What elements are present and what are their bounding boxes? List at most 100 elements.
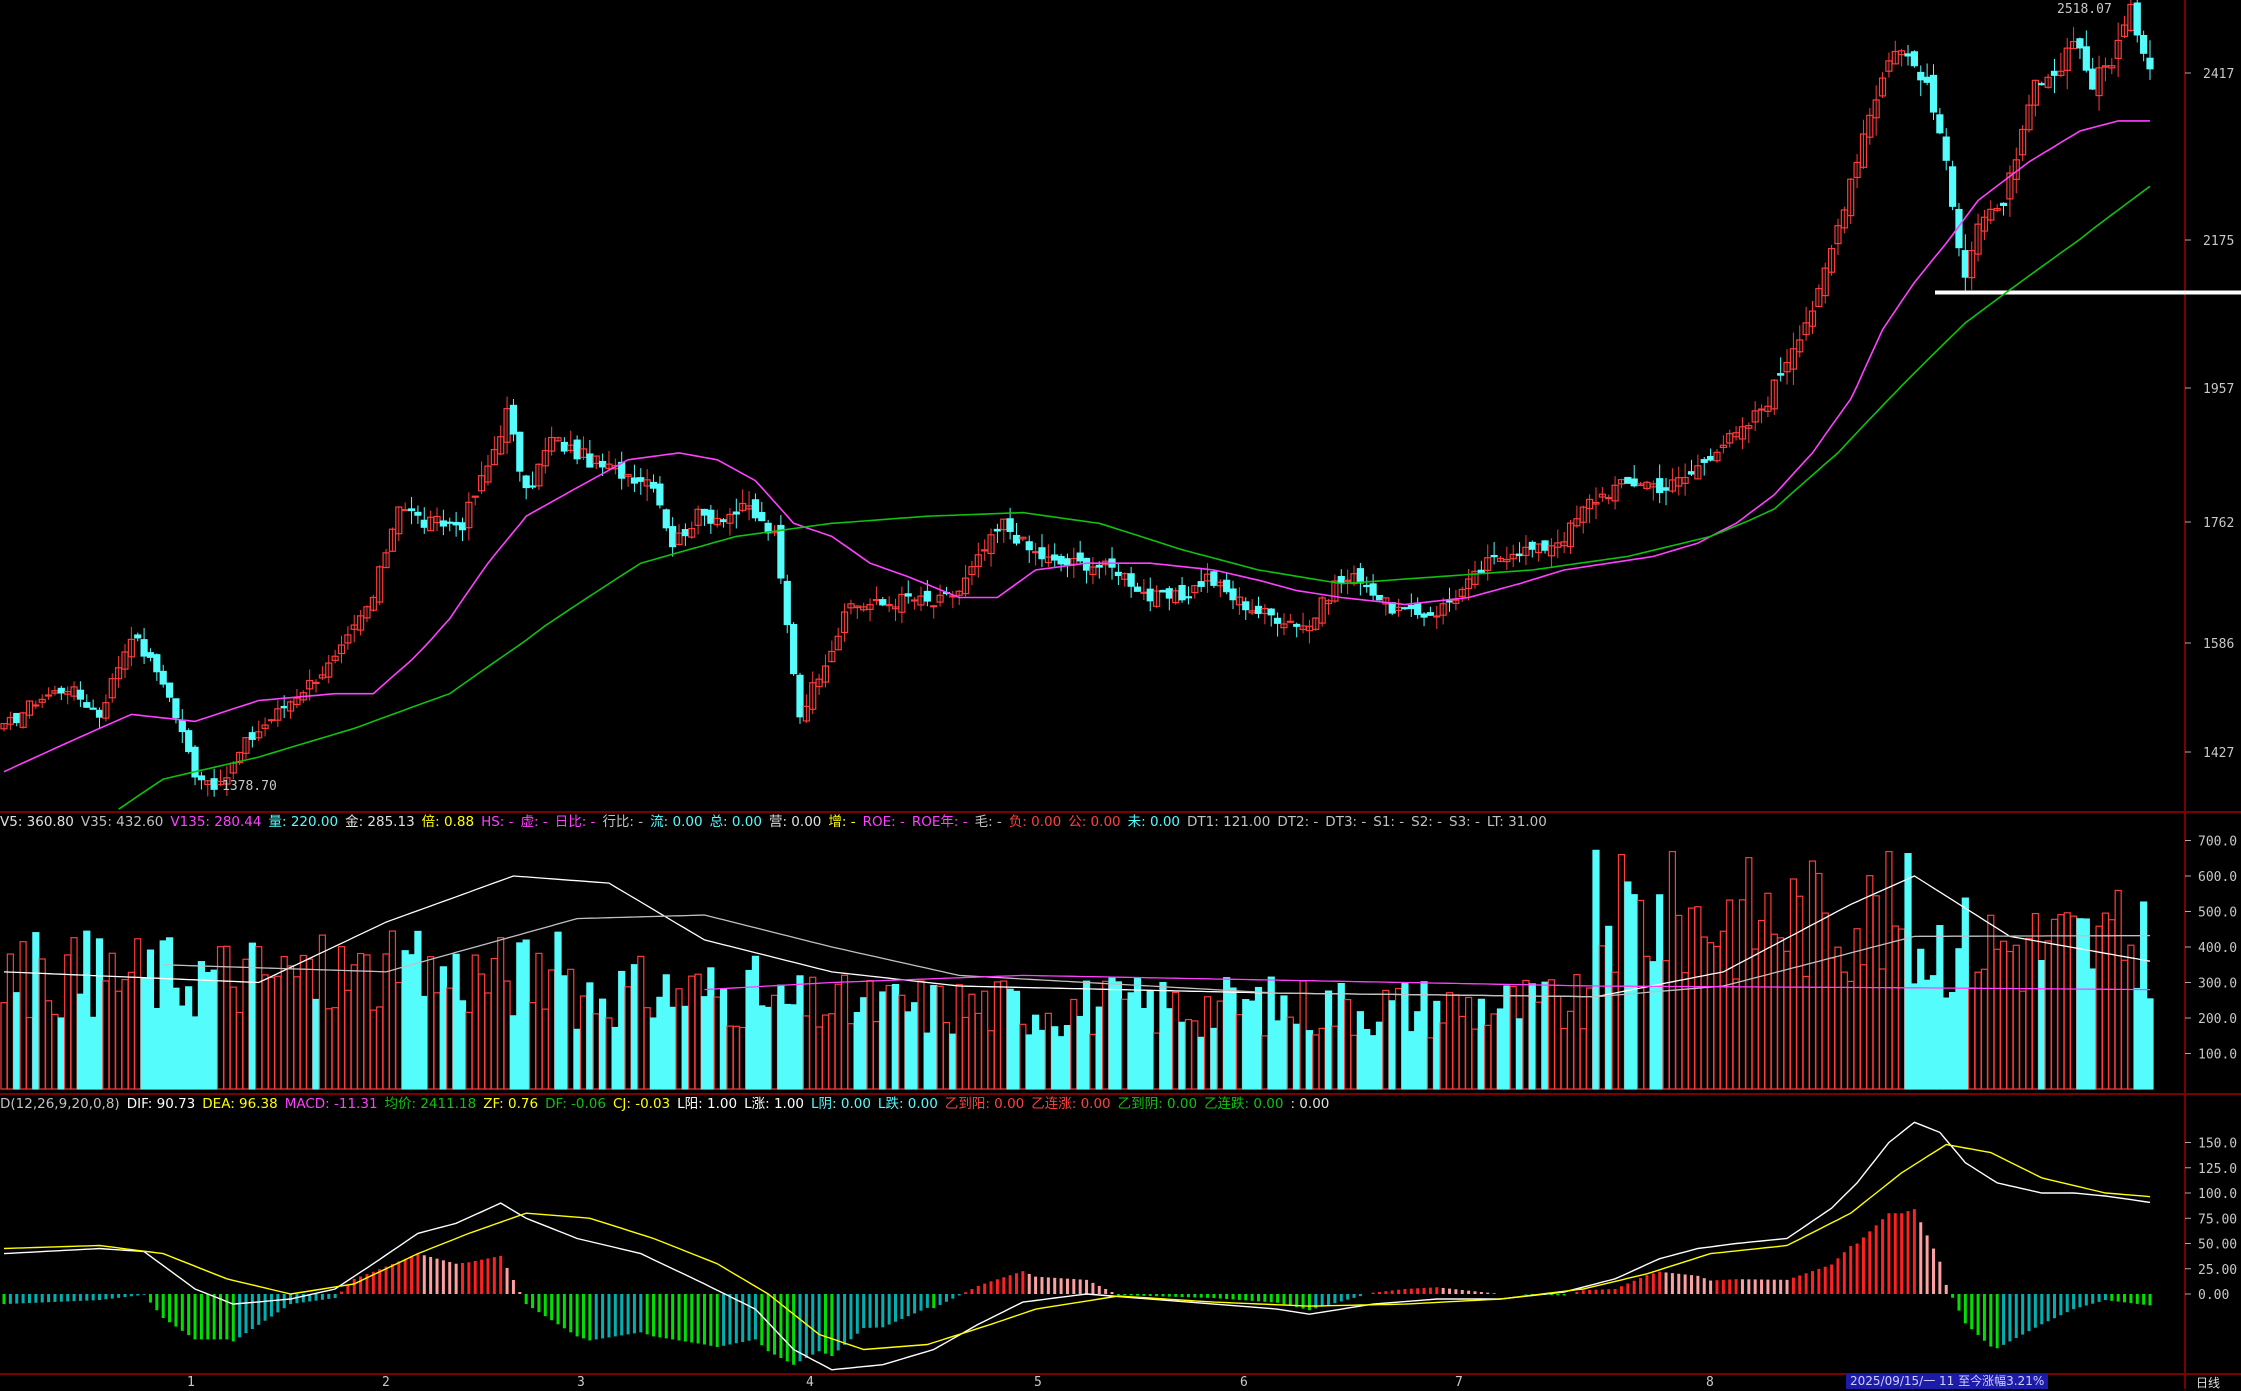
period-label[interactable]: 日线 — [2196, 1376, 2221, 1390]
candle-up — [38, 698, 46, 703]
volume-bar-up — [739, 1026, 747, 1090]
month-label: 7 — [1455, 1375, 1463, 1389]
volume-bar-down — [1025, 1034, 1033, 1090]
volume-bar-down — [1032, 1014, 1040, 1090]
volume-bar-up — [809, 976, 817, 1090]
volume-bar-up — [433, 992, 441, 1090]
candle-up — [261, 724, 269, 729]
candle-down — [777, 524, 785, 579]
volume-bar-up — [1993, 948, 2001, 1090]
volume-bar-down — [1917, 948, 1925, 1090]
volume-bar-up — [1331, 1025, 1339, 1090]
candle-down — [1999, 202, 2008, 206]
candle-down — [2140, 35, 2148, 54]
volume-bar-down — [681, 1005, 689, 1090]
candle-down — [1184, 596, 1193, 599]
candle-down — [280, 705, 288, 709]
candle-up — [688, 528, 696, 538]
volume-bar-down — [178, 1005, 186, 1090]
indicator-value: DT1: 121.00 — [1187, 814, 1271, 830]
volume-bar-up — [1344, 999, 1352, 1090]
candle-up — [331, 655, 339, 661]
candle-down — [528, 485, 537, 488]
indicator-value: ZF: 0.76 — [483, 1096, 539, 1112]
candle-up — [484, 465, 492, 483]
candle-up — [1509, 553, 1517, 560]
volume-bar-up — [1044, 1012, 1052, 1090]
macd-panel[interactable] — [2, 1121, 2152, 1371]
candle-up — [286, 701, 295, 712]
volume-bar-up — [567, 968, 575, 1090]
volume-bar-up — [2108, 919, 2116, 1090]
volume-bar-down — [669, 1006, 677, 1090]
indicator-value: 倍: 0.88 — [421, 814, 475, 830]
volume-bar-up — [446, 987, 454, 1090]
candle-down — [458, 522, 467, 531]
candle-down — [1012, 534, 1021, 544]
volume-bar-down — [2089, 968, 2097, 1090]
candle-up — [1471, 570, 1479, 585]
volume-bar-down — [751, 955, 760, 1090]
volume-bar-up — [1394, 987, 1403, 1090]
candle-down — [1095, 564, 1103, 568]
price-tick-label: 1762 — [2203, 516, 2234, 531]
candlestick-panel[interactable] — [0, 0, 2241, 797]
volume-bar-up — [955, 984, 963, 1090]
candle-down — [1363, 584, 1371, 588]
volume-bar-up — [1999, 940, 2008, 1090]
volume-indicator-header: V5: 360.80 V35: 432.60 V135: 280.44 量: 220.… — [0, 812, 1554, 832]
candle-down — [1254, 605, 1263, 614]
candle-up — [127, 638, 135, 658]
volume-bar-down — [89, 1016, 97, 1090]
candle-up — [490, 448, 498, 466]
volume-bar-down — [1649, 961, 1657, 1090]
volume-bar-up — [306, 958, 314, 1090]
volume-bar-up — [1898, 928, 1906, 1090]
volume-bar-up — [1694, 906, 1702, 1090]
candle-up — [840, 611, 849, 634]
indicator-value: 行比: - — [602, 814, 644, 830]
candle-down — [248, 732, 256, 740]
volume-bar-down — [649, 1017, 658, 1090]
indicator-value: MACD: -11.31 — [284, 1096, 378, 1112]
volume-bar-up — [1566, 1010, 1575, 1090]
volume-bar-up — [1770, 933, 1778, 1090]
volume-bar-up — [223, 945, 231, 1090]
volume-bar-up — [1687, 907, 1696, 1090]
volume-bar-down — [618, 970, 626, 1090]
candle-up — [535, 463, 543, 487]
volume-bar-up — [2120, 959, 2129, 1090]
volume-bar-down — [1515, 1018, 1524, 1090]
candle-up — [293, 697, 301, 706]
volume-bar-up — [1535, 1001, 1543, 1090]
indicator-value: L涨: 1.00 — [744, 1096, 804, 1112]
candle-down — [2133, 2, 2141, 36]
volume-bar-up — [503, 980, 511, 1090]
candle-up — [2114, 39, 2122, 59]
volume-bar-up — [471, 954, 479, 1090]
candle-down — [165, 682, 174, 698]
volume-bar-up — [1802, 975, 1810, 1090]
volume-bar-down — [1363, 1028, 1371, 1090]
candle-up — [961, 577, 970, 595]
indicator-value: 公: 0.00 — [1068, 814, 1121, 830]
candle-down — [1388, 602, 1396, 614]
indicator-value: CJ: -0.03 — [612, 1096, 671, 1112]
volume-bar-up — [961, 1016, 970, 1090]
candle-up — [1891, 50, 1899, 65]
volume-bar-up — [1815, 872, 1823, 1090]
volume-bar-up — [261, 974, 269, 1090]
volume-bar-down — [1051, 1026, 1059, 1090]
volume-bar-down — [204, 971, 212, 1090]
candle-down — [172, 698, 180, 719]
volume-bar-up — [382, 953, 390, 1090]
volume-bar-up — [274, 975, 282, 1090]
volume-bar-down — [1165, 1008, 1173, 1090]
volume-bar-up — [357, 952, 365, 1090]
candle-down — [134, 634, 142, 639]
volume-panel[interactable] — [0, 849, 2154, 1090]
candle-down — [516, 431, 524, 472]
volume-bar-down — [586, 982, 594, 1090]
candle-down — [1076, 552, 1084, 562]
candle-up — [1974, 223, 1982, 255]
